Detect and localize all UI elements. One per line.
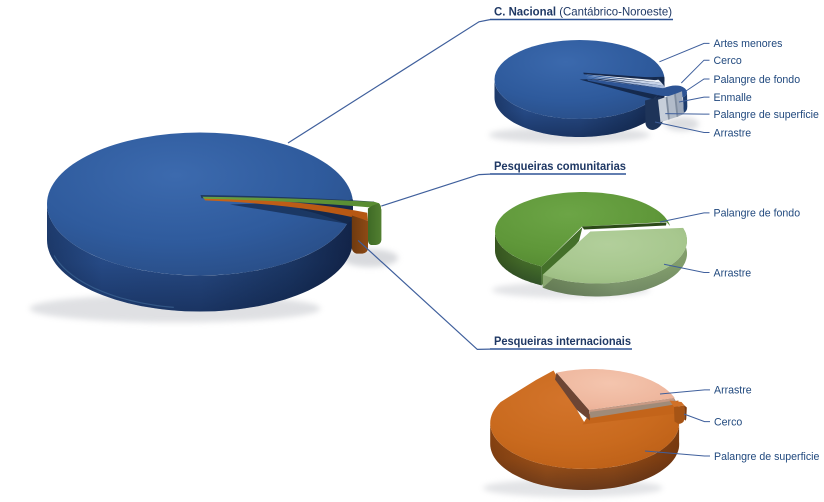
svg-text:Palangre de fondo: Palangre de fondo bbox=[714, 74, 801, 86]
svg-text:Pesqueiras internacionais: Pesqueiras internacionais bbox=[494, 334, 631, 348]
svg-text:Palangre de superficie: Palangre de superficie bbox=[714, 109, 820, 121]
svg-text:Arrastre: Arrastre bbox=[714, 385, 752, 397]
svg-text:Cerco: Cerco bbox=[714, 416, 742, 428]
svg-text:Enmalle: Enmalle bbox=[714, 92, 752, 104]
svg-text:Artes menores: Artes menores bbox=[714, 38, 783, 50]
svg-text:Palangre de superficie: Palangre de superficie bbox=[714, 451, 820, 463]
svg-text:Arrastre: Arrastre bbox=[714, 127, 752, 139]
svg-text:Cerco: Cerco bbox=[714, 55, 742, 67]
svg-text:C. Nacional (Cantábrico-Noroes: C. Nacional (Cantábrico-Noroeste) bbox=[494, 5, 672, 19]
svg-text:Pesqueiras comunitarias: Pesqueiras comunitarias bbox=[494, 159, 626, 173]
svg-text:Palangre de fondo: Palangre de fondo bbox=[714, 208, 801, 220]
svg-text:Arrastre: Arrastre bbox=[714, 267, 752, 279]
